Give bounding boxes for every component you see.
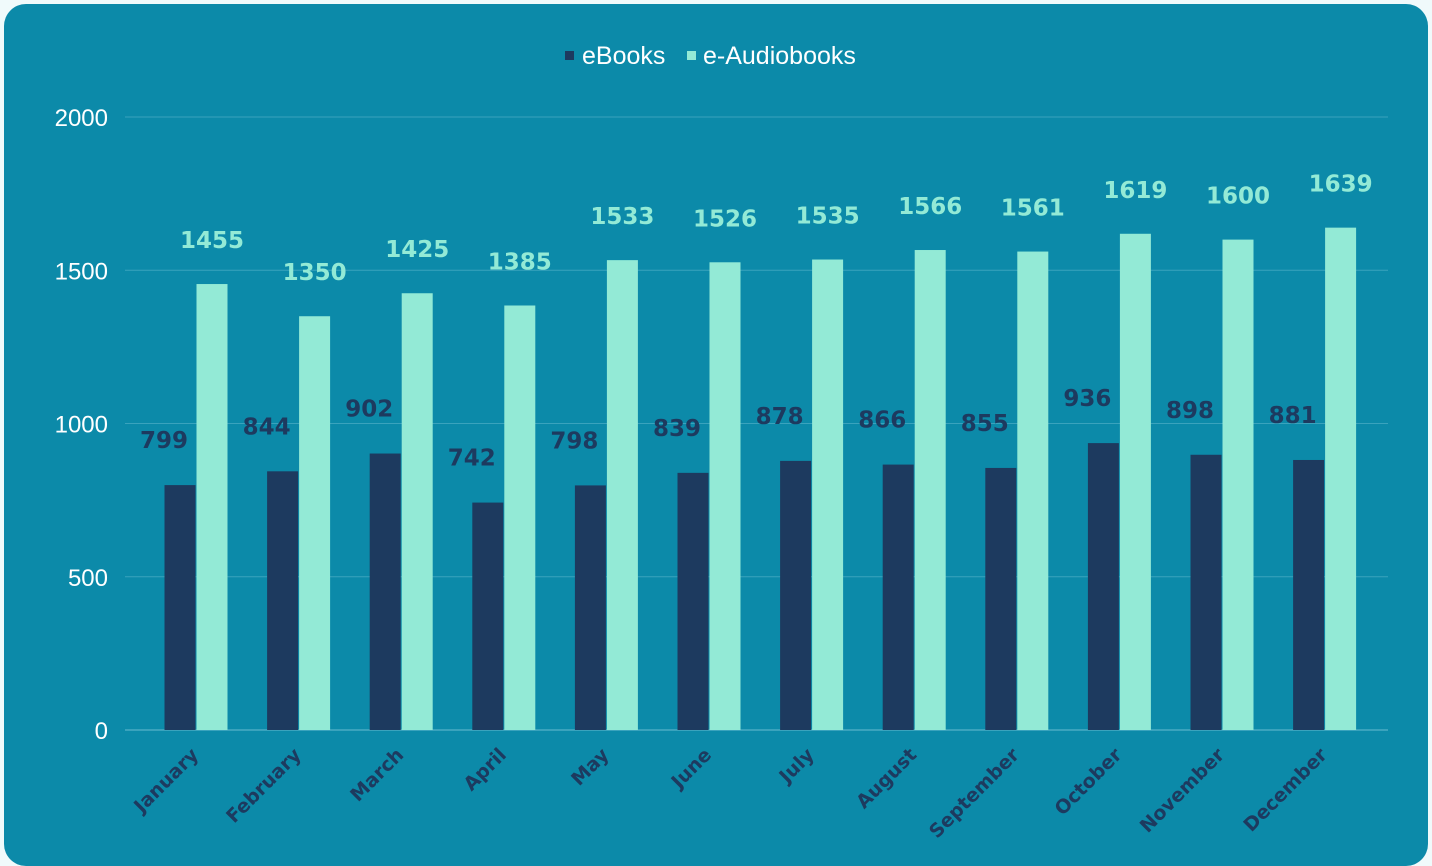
bar-ebooks xyxy=(369,453,401,730)
bar-e-audiobooks xyxy=(1325,227,1357,731)
bar-e-audiobooks xyxy=(1017,251,1049,730)
bar-ebooks xyxy=(574,485,606,730)
bar-e-audiobooks xyxy=(299,316,331,730)
bar-ebooks xyxy=(267,471,299,730)
y-tick-label: 500 xyxy=(68,565,108,592)
bar-e-audiobooks xyxy=(709,262,741,730)
bar-ebooks xyxy=(1293,459,1325,730)
bar-ebooks xyxy=(1087,443,1119,730)
bar-ebooks xyxy=(1190,454,1222,730)
bars xyxy=(164,227,1357,731)
data-label-ebooks: 855 xyxy=(961,411,1009,437)
data-label-ebooks: 844 xyxy=(243,414,291,440)
legend-swatch-ebooks xyxy=(565,51,574,60)
data-label-e-audiobooks: 1533 xyxy=(590,204,654,230)
data-label-e-audiobooks: 1566 xyxy=(898,194,962,220)
bar-e-audiobooks xyxy=(914,250,946,730)
data-label-e-audiobooks: 1639 xyxy=(1309,172,1373,198)
data-label-e-audiobooks: 1535 xyxy=(796,204,860,230)
data-label-e-audiobooks: 1455 xyxy=(180,228,244,254)
legend-swatch-e-audiobooks xyxy=(687,51,696,60)
data-label-e-audiobooks: 1350 xyxy=(283,260,347,286)
legend: eBooks e-Audiobooks xyxy=(565,42,856,70)
bar-e-audiobooks xyxy=(504,305,536,730)
data-label-ebooks: 799 xyxy=(140,428,188,454)
data-label-ebooks: 936 xyxy=(1063,386,1111,412)
bar-ebooks xyxy=(164,485,196,730)
bar-e-audiobooks xyxy=(401,293,433,730)
chart-panel: 0 500 1000 1500 2000 799 1455 844 1350 902 1425 74… xyxy=(4,4,1428,866)
legend-label-ebooks: eBooks xyxy=(582,42,665,70)
data-label-e-audiobooks: 1619 xyxy=(1103,178,1167,204)
data-label-ebooks: 881 xyxy=(1269,403,1317,429)
bar-e-audiobooks xyxy=(1119,233,1151,731)
bar-e-audiobooks xyxy=(196,284,228,730)
data-label-e-audiobooks: 1561 xyxy=(1001,196,1065,222)
bar-e-audiobooks xyxy=(606,260,638,730)
y-tick-label: 0 xyxy=(95,718,108,745)
y-tick-label: 1000 xyxy=(55,412,108,439)
data-label-ebooks: 866 xyxy=(858,408,906,434)
bar-e-audiobooks xyxy=(1222,239,1254,730)
y-axis-ticks: 0 500 1000 1500 2000 xyxy=(55,105,108,745)
legend-label-e-audiobooks: e-Audiobooks xyxy=(703,42,856,70)
bar-ebooks xyxy=(780,460,812,730)
data-label-ebooks: 898 xyxy=(1166,398,1214,424)
data-label-ebooks: 839 xyxy=(653,416,701,442)
data-label-e-audiobooks: 1425 xyxy=(385,237,449,263)
data-label-ebooks: 902 xyxy=(345,397,393,423)
y-tick-label: 2000 xyxy=(55,105,108,132)
bar-ebooks xyxy=(677,472,709,730)
data-label-e-audiobooks: 1526 xyxy=(693,206,757,232)
bar-e-audiobooks xyxy=(812,259,844,730)
bar-ebooks xyxy=(985,467,1017,730)
y-tick-label: 1500 xyxy=(55,258,108,285)
bar-chart: 0 500 1000 1500 2000 799 1455 844 1350 902 1425 74… xyxy=(4,4,1428,866)
gridlines xyxy=(125,116,1388,731)
bar-ebooks xyxy=(882,464,914,730)
data-labels: 799 1455 844 1350 902 1425 742 1385 798 1533 839 15… xyxy=(140,172,1373,472)
data-label-ebooks: 878 xyxy=(756,404,804,430)
data-label-e-audiobooks: 1600 xyxy=(1206,184,1270,210)
data-label-ebooks: 742 xyxy=(448,446,496,472)
data-label-e-audiobooks: 1385 xyxy=(488,249,552,275)
bar-ebooks xyxy=(472,502,504,730)
data-label-ebooks: 798 xyxy=(550,428,598,454)
